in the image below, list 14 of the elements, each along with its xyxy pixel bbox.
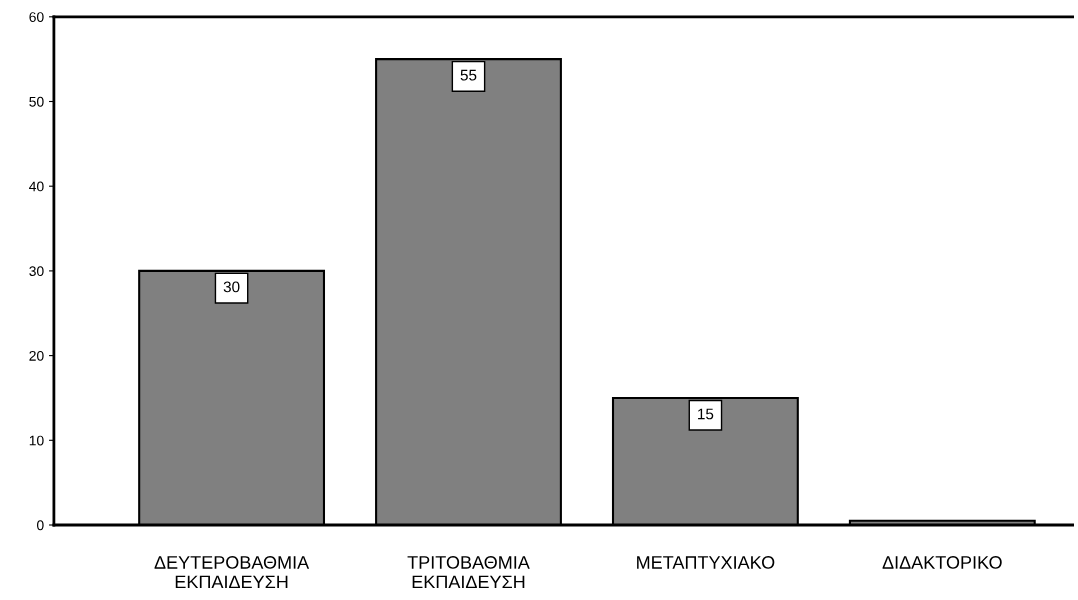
y-tick-label: 60 <box>29 12 44 22</box>
x-tick-label: ΔΙΔΑΚΤΟΡΙΚΟ <box>882 556 1002 569</box>
y-tick-label: 40 <box>29 181 44 192</box>
y-tick-label: 50 <box>29 96 44 107</box>
x-tick-label: ΤΡΙΤΟΒΑΘΜΙΑ ΕΚΠΑΙΔΕΥΣΗ <box>407 556 530 589</box>
y-tick-label: 20 <box>29 350 44 361</box>
y-tick-label: 10 <box>29 435 44 446</box>
data-label: 15 <box>698 408 714 420</box>
y-tick-label: 30 <box>29 266 44 277</box>
data-label: 55 <box>460 69 477 81</box>
x-tick-label: ΜΕΤΑΠΤΥΧΙΑΚΟ <box>637 556 775 569</box>
data-label: 30 <box>223 281 240 293</box>
x-tick-label: ΔΕΥΤΕΡΟΒΑΘΜΙΑ ΕΚΠΑΙΔΕΥΣΗ <box>154 556 310 589</box>
y-tick-label: 0 <box>37 520 44 531</box>
